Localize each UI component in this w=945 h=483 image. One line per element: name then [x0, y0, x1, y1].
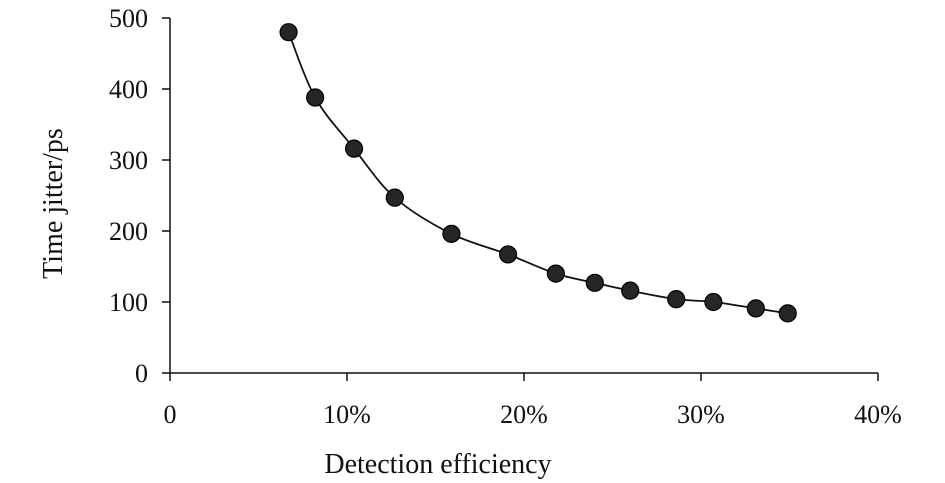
y-axis-title: Time jitter/ps — [38, 128, 69, 279]
data-point — [621, 281, 640, 300]
data-points — [279, 23, 797, 323]
x-tick-label: 30% — [677, 400, 725, 429]
trend-curve — [287, 31, 788, 315]
x-tick-label: 40% — [854, 400, 902, 429]
data-point — [344, 139, 364, 158]
data-point — [546, 264, 565, 283]
y-tick-label: 500 — [109, 4, 148, 33]
x-tick-label: 10% — [323, 400, 371, 429]
data-point — [385, 188, 404, 207]
axis-tick-labels: 0 100 200 300 400 500 0 10% 20% 30% 40% — [109, 4, 902, 429]
axis-ticks — [162, 17, 879, 381]
x-tick-label: 0 — [164, 400, 177, 429]
data-point — [442, 224, 461, 243]
data-point — [306, 88, 325, 107]
x-axis-title: Detection efficiency — [324, 449, 551, 480]
data-point — [746, 299, 765, 318]
data-point — [498, 245, 518, 264]
y-tick-label: 400 — [109, 75, 148, 104]
y-tick-label: 100 — [109, 288, 148, 317]
data-point — [585, 273, 604, 292]
y-tick-label: 0 — [135, 359, 148, 388]
data-point — [704, 292, 723, 312]
data-point — [667, 290, 686, 309]
axes — [169, 18, 878, 374]
x-tick-label: 20% — [500, 400, 548, 429]
data-point — [778, 304, 797, 323]
data-point — [279, 23, 298, 42]
y-tick-label: 200 — [109, 217, 148, 246]
y-tick-label: 300 — [109, 146, 148, 175]
